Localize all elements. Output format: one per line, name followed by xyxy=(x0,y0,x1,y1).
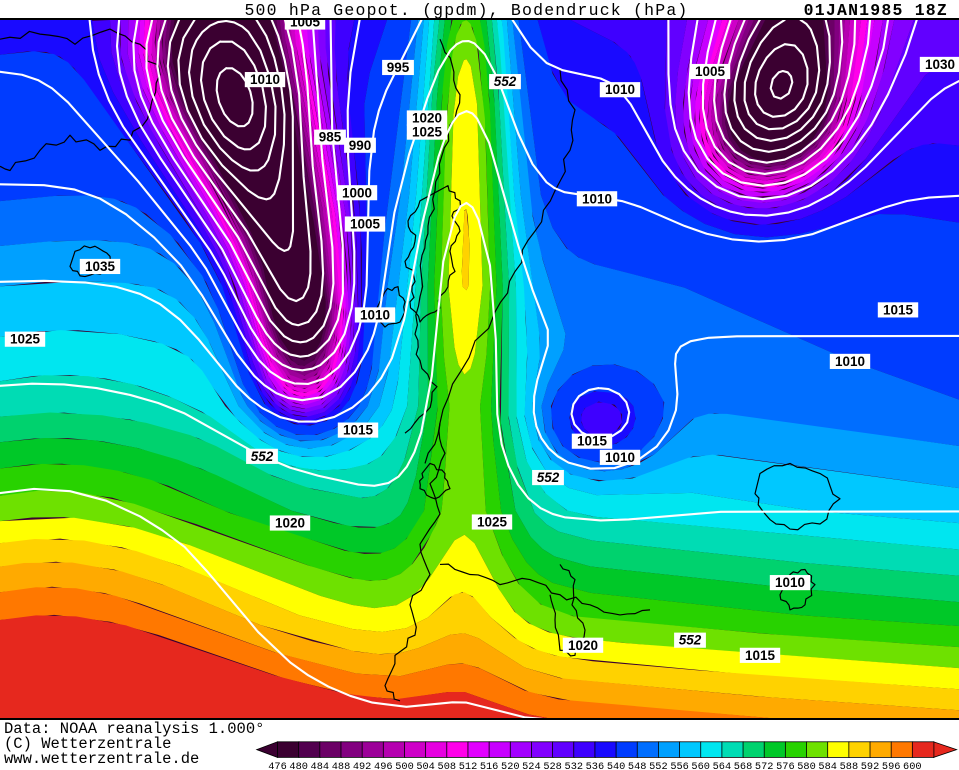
svg-text:504: 504 xyxy=(416,761,435,770)
svg-text:568: 568 xyxy=(734,761,753,770)
svg-text:1005: 1005 xyxy=(350,217,380,232)
svg-text:1035: 1035 xyxy=(85,259,115,274)
svg-text:1025: 1025 xyxy=(477,514,507,529)
svg-text:584: 584 xyxy=(818,761,837,770)
svg-text:1015: 1015 xyxy=(883,302,913,317)
svg-text:580: 580 xyxy=(797,761,816,770)
svg-text:1015: 1015 xyxy=(343,423,373,438)
svg-text:588: 588 xyxy=(840,761,859,770)
svg-text:548: 548 xyxy=(628,761,647,770)
svg-text:596: 596 xyxy=(882,761,901,770)
svg-text:576: 576 xyxy=(776,761,795,770)
svg-text:524: 524 xyxy=(522,761,541,770)
svg-text:985: 985 xyxy=(319,130,342,145)
svg-text:556: 556 xyxy=(670,761,689,770)
svg-text:1000: 1000 xyxy=(342,185,372,200)
svg-text:516: 516 xyxy=(480,761,499,770)
svg-text:564: 564 xyxy=(713,761,732,770)
svg-text:1015: 1015 xyxy=(745,648,775,663)
svg-text:1010: 1010 xyxy=(605,82,635,97)
svg-text:1010: 1010 xyxy=(775,575,805,590)
svg-text:560: 560 xyxy=(691,761,710,770)
svg-text:496: 496 xyxy=(374,761,393,770)
svg-text:484: 484 xyxy=(311,761,330,770)
svg-text:520: 520 xyxy=(501,761,520,770)
svg-text:552: 552 xyxy=(537,470,560,485)
svg-text:552: 552 xyxy=(649,761,668,770)
svg-text:536: 536 xyxy=(586,761,605,770)
svg-text:1020: 1020 xyxy=(275,516,305,531)
svg-text:1010: 1010 xyxy=(360,307,390,322)
svg-text:500: 500 xyxy=(395,761,414,770)
svg-text:540: 540 xyxy=(607,761,626,770)
svg-text:1020: 1020 xyxy=(568,638,598,653)
svg-text:990: 990 xyxy=(349,138,371,153)
svg-text:1010: 1010 xyxy=(250,72,280,87)
svg-text:1015: 1015 xyxy=(577,434,607,449)
svg-text:1030: 1030 xyxy=(925,57,955,72)
svg-text:1010: 1010 xyxy=(605,450,635,465)
svg-text:552: 552 xyxy=(679,633,702,648)
svg-text:508: 508 xyxy=(438,761,457,770)
svg-text:528: 528 xyxy=(543,761,562,770)
svg-text:552: 552 xyxy=(494,74,517,89)
svg-text:480: 480 xyxy=(289,761,308,770)
svg-text:532: 532 xyxy=(565,761,584,770)
svg-text:488: 488 xyxy=(332,761,351,770)
svg-text:1020: 1020 xyxy=(412,110,442,125)
svg-text:600: 600 xyxy=(903,761,922,770)
svg-text:476: 476 xyxy=(268,761,287,770)
svg-text:592: 592 xyxy=(861,761,880,770)
svg-text:1025: 1025 xyxy=(412,125,442,140)
svg-text:552: 552 xyxy=(251,449,274,464)
svg-text:572: 572 xyxy=(755,761,774,770)
svg-text:492: 492 xyxy=(353,761,372,770)
svg-text:995: 995 xyxy=(387,60,410,75)
svg-text:1005: 1005 xyxy=(290,20,320,30)
svg-text:512: 512 xyxy=(459,761,478,770)
svg-text:1025: 1025 xyxy=(10,332,40,347)
svg-text:1010: 1010 xyxy=(835,354,865,369)
svg-text:1005: 1005 xyxy=(695,64,725,79)
svg-text:1010: 1010 xyxy=(582,191,612,206)
